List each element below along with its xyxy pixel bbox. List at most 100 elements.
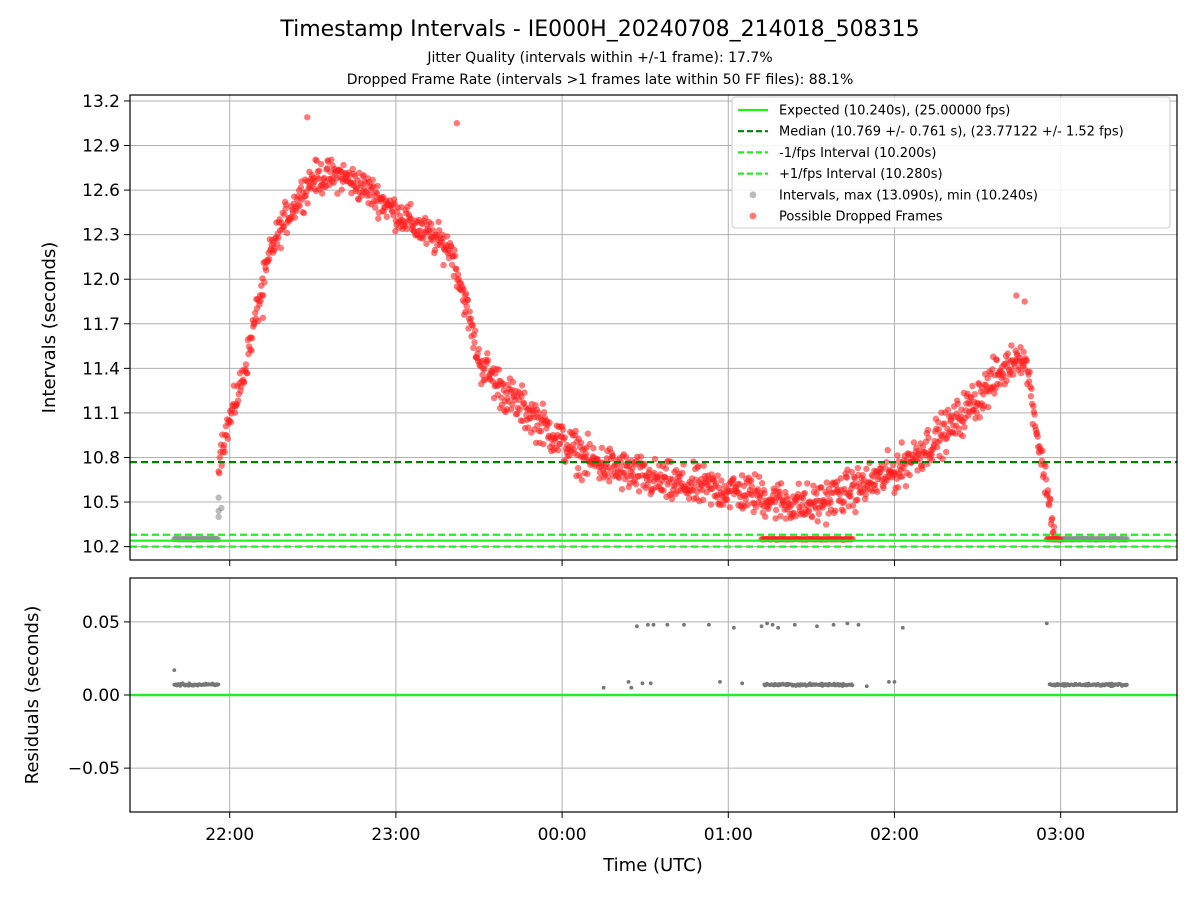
dropped-frame-point bbox=[319, 190, 326, 197]
dropped-frame-point bbox=[777, 512, 784, 520]
dropped-frame-point bbox=[919, 465, 926, 473]
legend-entry-label: +1/fps Interval (10.280s) bbox=[779, 167, 943, 182]
dropped-frame-point bbox=[475, 345, 483, 353]
x-tick-label: 22:00 bbox=[205, 825, 254, 845]
dropped-frame-point bbox=[772, 515, 779, 522]
intervals-y-tick-label: 11.1 bbox=[82, 404, 120, 424]
dropped-frame-point bbox=[632, 481, 640, 488]
dropped-frame-point bbox=[700, 462, 707, 469]
dropped-frame-point bbox=[244, 369, 251, 377]
dropped-frame-point bbox=[723, 496, 731, 504]
dropped-frame-point bbox=[808, 513, 816, 521]
dropped-frame-point bbox=[537, 427, 545, 435]
dropped-frame-point bbox=[869, 473, 877, 480]
dropped-frame-point bbox=[847, 493, 854, 500]
dropped-frame-point bbox=[383, 213, 391, 221]
dropped-frame-point bbox=[840, 508, 847, 515]
intervals-y-tick-label: 12.3 bbox=[82, 226, 120, 246]
dropped-frame-point bbox=[814, 518, 821, 525]
dropped-frame-point bbox=[943, 448, 950, 456]
residual-point bbox=[718, 679, 722, 684]
dropped-frame-point bbox=[428, 220, 435, 228]
dropped-frame-point bbox=[882, 465, 889, 472]
dropped-frame-point bbox=[827, 499, 834, 506]
dropped-frame-point bbox=[1027, 393, 1035, 400]
residual-point bbox=[765, 621, 769, 626]
dropped-frame-point bbox=[304, 114, 311, 121]
dropped-frame-point bbox=[453, 120, 461, 127]
dropped-frame-point bbox=[762, 513, 769, 520]
interval-point bbox=[215, 513, 222, 521]
legend: Expected (10.240s), (25.00000 fps) Median… bbox=[731, 96, 1171, 229]
dropped-frame-point bbox=[919, 443, 927, 450]
dropped-frame-point bbox=[884, 446, 891, 454]
dropped-frame-point bbox=[574, 464, 582, 472]
dropped-frame-point bbox=[961, 423, 968, 431]
dropped-frame-point bbox=[744, 501, 751, 509]
dropped-frame-point bbox=[798, 502, 805, 509]
dropped-frame-point bbox=[451, 252, 459, 260]
dropped-frame-point bbox=[221, 448, 228, 456]
residual-point bbox=[682, 622, 686, 627]
residual-point bbox=[634, 624, 639, 629]
dropped-frame-point bbox=[461, 292, 469, 299]
dropped-frame-point bbox=[629, 465, 636, 473]
x-tick-label: 00:00 bbox=[538, 825, 587, 845]
residual-point bbox=[815, 624, 819, 629]
residual-point bbox=[648, 681, 653, 686]
dropped-frame-point bbox=[242, 361, 250, 368]
residual-point bbox=[845, 621, 850, 626]
dropped-frame-point bbox=[216, 470, 223, 477]
residual-point bbox=[759, 624, 764, 629]
residual-point bbox=[864, 684, 869, 689]
dropped-frame-point bbox=[916, 455, 924, 462]
dropped-frame-point bbox=[748, 477, 755, 484]
dropped-frame-point bbox=[955, 425, 963, 432]
dropped-frame-point bbox=[518, 382, 526, 389]
dropped-frame-point bbox=[607, 467, 614, 474]
dropped-frame-point bbox=[231, 409, 239, 416]
dropped-frame-point bbox=[944, 406, 952, 414]
dropped-frame-point bbox=[440, 261, 447, 269]
dropped-frame-point bbox=[883, 458, 890, 466]
dropped-frame-point bbox=[372, 204, 379, 211]
dropped-frame-point bbox=[317, 160, 325, 168]
dropped-frame-point bbox=[578, 476, 586, 484]
dropped-frame-point bbox=[1030, 402, 1037, 410]
dropped-frame-point bbox=[910, 439, 918, 446]
dropped-frame-point bbox=[933, 443, 941, 451]
dropped-frame-point bbox=[407, 215, 415, 222]
dropped-frame-point bbox=[1040, 470, 1047, 478]
dropped-frame-point bbox=[561, 434, 568, 441]
dropped-frame-point bbox=[540, 440, 547, 448]
dropped-frame-point bbox=[241, 379, 248, 386]
dropped-frame-point bbox=[891, 489, 898, 497]
dropped-frame-point bbox=[890, 461, 897, 469]
dropped-frame-point bbox=[935, 418, 942, 426]
dropped-frame-point bbox=[871, 481, 879, 488]
dropped-frame-point bbox=[469, 322, 476, 329]
dropped-frame-point bbox=[637, 453, 645, 460]
dropped-frame-point bbox=[823, 479, 830, 486]
dropped-frame-point bbox=[366, 192, 373, 199]
residuals-panel: 22:00 23:00 00:00 01:00 02:00 03:00 −0.05 0.00 0… bbox=[68, 577, 1178, 845]
dropped-frame-point bbox=[338, 186, 345, 193]
dropped-frame-point bbox=[742, 496, 749, 503]
x-tick-label: 23:00 bbox=[371, 825, 420, 845]
dropped-frame-point bbox=[403, 225, 411, 233]
dropped-frame-point bbox=[470, 344, 477, 352]
residual-point bbox=[640, 681, 645, 686]
dropped-frame-point bbox=[259, 314, 267, 322]
dropped-frame-point bbox=[315, 167, 323, 174]
dropped-frame-point bbox=[261, 279, 268, 286]
residual-point bbox=[831, 622, 836, 627]
dropped-frame-point bbox=[471, 327, 479, 334]
dropped-frame-point bbox=[280, 223, 288, 231]
dropped-frame-point bbox=[750, 508, 757, 516]
dropped-frame-point bbox=[1004, 350, 1011, 357]
residual-point bbox=[1124, 682, 1129, 687]
dropped-frame-point bbox=[466, 308, 473, 315]
dropped-frame-point bbox=[509, 378, 517, 386]
dropped-frame-point bbox=[925, 434, 932, 441]
